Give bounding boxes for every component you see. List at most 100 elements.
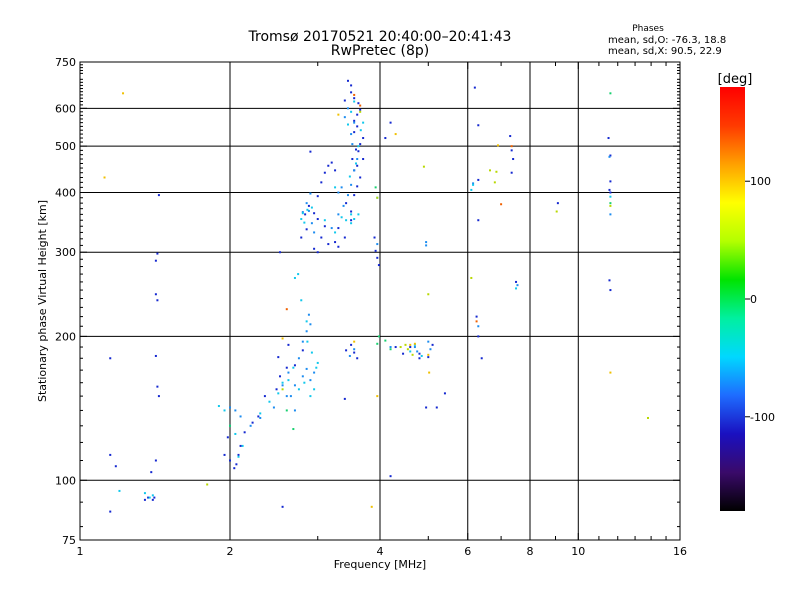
data-point <box>416 350 419 353</box>
y-axis-label: Stationary phase Virtual Height [km] <box>36 200 49 402</box>
data-point <box>472 183 475 186</box>
data-point <box>223 453 226 456</box>
data-point <box>309 323 312 326</box>
data-point <box>475 315 478 318</box>
data-point <box>608 188 611 191</box>
data-point <box>389 475 392 478</box>
data-point <box>114 465 117 468</box>
data-point <box>301 375 304 378</box>
data-point <box>313 247 316 250</box>
x-tick-label: 16 <box>673 545 687 558</box>
x-tick-label: 1 <box>77 545 84 558</box>
data-point <box>343 99 346 102</box>
data-point <box>143 492 146 495</box>
data-point <box>148 496 151 499</box>
x-tick-label: 4 <box>377 545 384 558</box>
data-point <box>143 498 146 501</box>
data-point <box>156 299 159 302</box>
data-point <box>327 164 330 167</box>
y-tick-label: 100 <box>55 474 76 487</box>
data-point <box>345 202 348 205</box>
data-point <box>428 371 431 374</box>
data-point <box>156 385 159 388</box>
data-point <box>354 148 357 151</box>
data-point <box>154 459 157 462</box>
data-point <box>362 137 365 140</box>
data-point <box>346 123 349 126</box>
data-point <box>154 293 157 296</box>
data-point <box>609 154 612 157</box>
data-point <box>608 279 611 282</box>
data-point <box>353 194 356 197</box>
data-point <box>307 209 310 212</box>
data-point <box>356 113 359 116</box>
data-point <box>607 137 610 140</box>
data-point <box>406 348 409 351</box>
data-point <box>343 116 346 119</box>
data-point <box>516 284 519 287</box>
data-point <box>151 498 154 501</box>
data-point <box>429 348 432 351</box>
data-point <box>309 379 312 382</box>
data-point <box>427 293 430 296</box>
data-point <box>281 388 284 391</box>
x-axis-label: Frequency [MHz] <box>334 558 426 571</box>
data-point <box>297 357 300 360</box>
colorbar-label: [deg] <box>718 72 753 87</box>
data-point <box>306 208 309 211</box>
data-point <box>287 343 290 346</box>
stats-line-x: mean, sd,X: 90.5, 22.9 <box>608 46 722 57</box>
data-point <box>345 219 348 222</box>
data-point <box>334 231 337 234</box>
data-point <box>404 343 407 346</box>
data-point <box>431 343 434 346</box>
data-point <box>257 415 260 418</box>
data-point <box>409 343 412 346</box>
data-point <box>475 320 478 323</box>
data-point <box>337 191 340 194</box>
y-tick-label: 75 <box>62 534 76 547</box>
data-point <box>477 219 480 222</box>
data-point <box>313 371 316 374</box>
data-point <box>609 289 612 292</box>
data-point <box>122 92 125 95</box>
data-point <box>413 346 416 349</box>
data-point <box>472 182 475 185</box>
data-point <box>153 496 156 499</box>
chart-title: Tromsø 20170521 20:40:00–20:41:43 <box>248 29 512 45</box>
data-point <box>263 395 266 398</box>
data-point <box>609 191 612 194</box>
data-point <box>337 245 340 248</box>
data-point <box>275 388 278 391</box>
data-point <box>303 381 306 384</box>
data-point <box>394 133 397 136</box>
data-point <box>109 453 112 456</box>
data-point <box>330 161 333 164</box>
data-point <box>384 339 387 342</box>
data-point <box>353 97 356 100</box>
data-point <box>305 202 308 205</box>
data-point <box>301 349 304 352</box>
data-point <box>233 467 236 470</box>
data-point <box>300 236 303 239</box>
data-point <box>251 421 254 424</box>
data-point <box>425 241 428 244</box>
data-point <box>353 131 356 134</box>
data-point <box>300 299 303 302</box>
data-point <box>157 395 160 398</box>
data-point <box>118 489 121 492</box>
data-point <box>609 213 612 216</box>
data-point <box>217 405 220 408</box>
data-point <box>281 505 284 508</box>
data-point <box>334 241 337 244</box>
data-point <box>493 181 496 184</box>
data-point <box>353 340 356 343</box>
data-point <box>229 406 231 409</box>
data-point <box>223 409 226 412</box>
data-point <box>389 348 392 351</box>
data-point <box>309 395 312 398</box>
x-tick-label: 8 <box>527 545 534 558</box>
data-point <box>489 169 492 172</box>
data-point <box>357 102 360 105</box>
data-point <box>304 213 307 216</box>
